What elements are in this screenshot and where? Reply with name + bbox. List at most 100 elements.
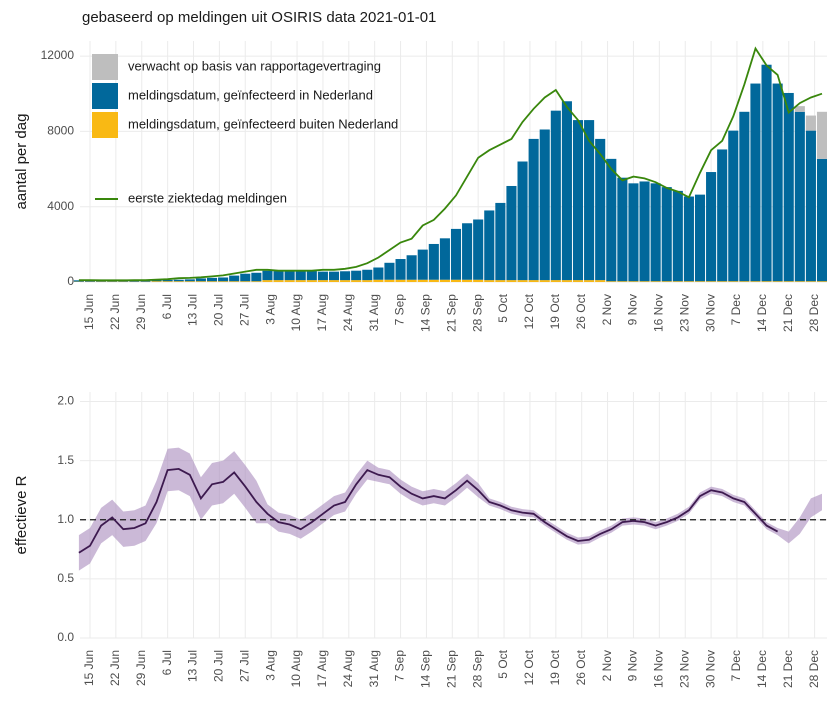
- bar: [750, 281, 761, 282]
- x-tick-label: 9 Nov: [626, 650, 640, 681]
- bar: [395, 259, 406, 280]
- bar: [528, 280, 539, 282]
- bar: [328, 280, 340, 282]
- y-tick-label: 4000: [47, 199, 74, 213]
- x-tick-label: 16 Nov: [652, 294, 666, 332]
- bar: [428, 279, 439, 282]
- x-tick-label: 20 Jul: [212, 294, 226, 326]
- x-tick-label: 7 Dec: [729, 650, 743, 681]
- bar: [805, 130, 816, 282]
- bar: [218, 277, 229, 282]
- x-tick-label: 22 Jun: [108, 650, 122, 686]
- x-tick-label: 27 Jul: [237, 294, 251, 326]
- bar: [284, 280, 295, 282]
- bar: [650, 281, 661, 282]
- y-axis-label: effectieve R: [13, 475, 30, 554]
- bar: [129, 280, 140, 282]
- x-tick-label: 12 Oct: [522, 649, 536, 685]
- bar: [162, 279, 173, 282]
- bar: [728, 130, 739, 282]
- x-tick-label: 21 Sep: [444, 294, 458, 332]
- bar: [506, 185, 517, 281]
- bar: [539, 280, 550, 282]
- bar: [595, 138, 606, 281]
- bar: [561, 101, 572, 281]
- y-tick-label: 1.0: [57, 512, 74, 526]
- x-tick-label: 5 Oct: [496, 649, 510, 678]
- bar: [639, 281, 650, 282]
- bar: [517, 280, 528, 282]
- bar: [816, 158, 827, 282]
- x-tick-label: 14 Sep: [419, 650, 433, 688]
- legend-swatch: [92, 83, 118, 109]
- bar: [661, 187, 672, 282]
- bar: [173, 279, 184, 282]
- bar: [240, 281, 251, 282]
- x-tick-label: 22 Jun: [108, 294, 122, 330]
- bar: [750, 83, 761, 282]
- bar: [772, 83, 783, 282]
- bar: [306, 280, 317, 282]
- x-tick-label: 20 Jul: [212, 650, 226, 682]
- bar: [406, 279, 417, 282]
- line: [78, 46, 823, 282]
- bar: [683, 281, 694, 282]
- bar: [351, 280, 362, 282]
- x-tick-label: 19 Oct: [548, 649, 562, 685]
- bar: [439, 238, 450, 280]
- x-tick-label: 17 Aug: [315, 650, 329, 687]
- x-tick-label: 26 Oct: [574, 649, 588, 685]
- bar: [694, 194, 706, 282]
- bar: [728, 281, 739, 282]
- x-tick-label: 28 Sep: [470, 294, 484, 332]
- bar: [295, 280, 306, 282]
- bar: [805, 281, 816, 282]
- bar: [717, 149, 728, 282]
- x-tick-label: 21 Dec: [781, 650, 795, 688]
- bar: [351, 270, 362, 281]
- bar: [262, 280, 273, 282]
- bar: [384, 279, 395, 282]
- bar: [572, 280, 584, 282]
- bar: [373, 279, 384, 282]
- bar: [650, 183, 661, 282]
- bar: [295, 271, 306, 281]
- x-tick-label: 31 Aug: [367, 650, 381, 687]
- x-tick-label: 28 Dec: [807, 650, 821, 688]
- x-tick-label: 13 Jul: [186, 650, 200, 682]
- bar: [706, 281, 717, 282]
- bar: [617, 281, 628, 282]
- bar: [683, 196, 694, 282]
- bar: [439, 279, 450, 282]
- x-tick-label: 7 Sep: [393, 294, 407, 326]
- x-tick-label: 27 Jul: [237, 650, 251, 682]
- bar: [794, 111, 805, 282]
- x-tick-label: 3 Aug: [263, 294, 277, 325]
- bar: [761, 281, 772, 282]
- bar: [328, 271, 340, 281]
- bar: [417, 279, 428, 282]
- x-tick-label: 30 Nov: [703, 650, 717, 688]
- x-tick-label: 14 Dec: [755, 294, 769, 332]
- x-tick-label: 16 Nov: [652, 650, 666, 688]
- x-tick-label: 28 Dec: [807, 294, 821, 332]
- bar: [739, 111, 750, 282]
- bar: [606, 281, 617, 282]
- bar: [528, 138, 539, 281]
- bar: [783, 92, 794, 282]
- bar: [229, 275, 240, 282]
- y-axis-label: aantal per dag: [13, 114, 30, 210]
- bar: [761, 64, 772, 282]
- bar: [672, 190, 683, 282]
- bar: [550, 110, 561, 281]
- x-tick-label: 13 Jul: [186, 294, 200, 326]
- x-tick-label: 24 Aug: [341, 650, 355, 687]
- bar: [706, 172, 717, 282]
- confidence-band: [78, 447, 822, 571]
- bar: [262, 270, 273, 281]
- x-tick-label: 19 Oct: [548, 293, 562, 329]
- bar: [184, 281, 195, 282]
- bar: [572, 120, 584, 281]
- x-tick-label: 6 Jul: [160, 294, 174, 319]
- bar: [628, 281, 639, 282]
